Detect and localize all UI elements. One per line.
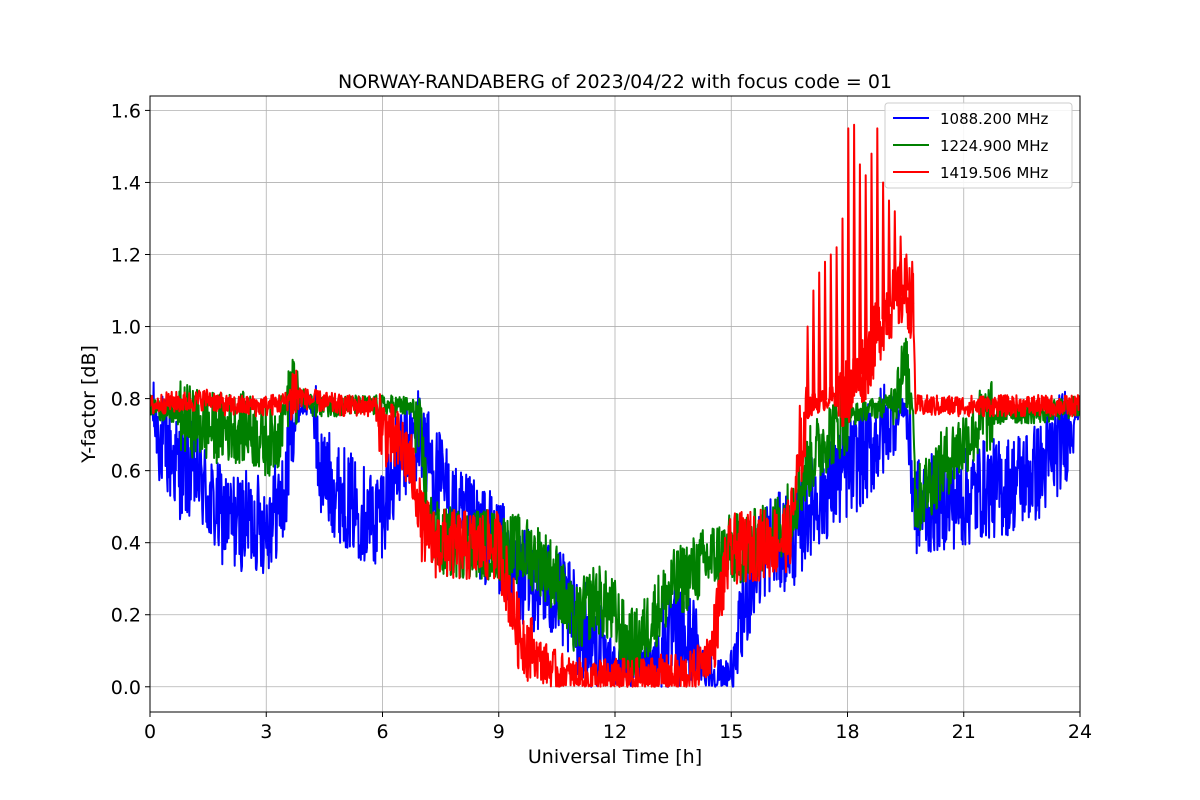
y-tick-label: 0.6: [111, 461, 141, 483]
x-tick-label: 6: [376, 721, 388, 743]
legend-box: [884, 102, 1073, 189]
ticks: [145, 109, 1081, 717]
legend-label-1419: 1419.506 MHz: [940, 164, 1049, 182]
series-layer: [150, 123, 1080, 688]
y-tick-label: 0.0: [111, 677, 141, 699]
x-tick-label: 3: [260, 721, 272, 743]
plot-area: [150, 123, 1080, 688]
y-tick-label: 1.2: [111, 245, 141, 267]
x-tick-label: 24: [1068, 721, 1092, 743]
x-tick-label: 12: [603, 721, 627, 743]
chart-title: NORWAY-RANDABERG of 2023/04/22 with focu…: [338, 71, 892, 93]
series-line-1419: [150, 123, 1080, 688]
y-tick-label: 1.4: [111, 172, 141, 194]
y-tick-label: 1.0: [111, 317, 141, 339]
y-axis-label: Y-factor [dB]: [78, 345, 100, 464]
y-tick-label: 1.6: [111, 100, 141, 122]
x-tick-label: 0: [144, 721, 156, 743]
x-tick-label: 15: [719, 721, 743, 743]
y-tick-label: 0.4: [111, 533, 141, 555]
y-tick-label: 0.2: [111, 605, 141, 627]
x-axis-label: Universal Time [h]: [528, 746, 702, 768]
y-tick-label: 0.8: [111, 389, 141, 411]
legend-label-1088: 1088.200 MHz: [940, 110, 1049, 128]
x-tick-label: 21: [952, 721, 976, 743]
tick-labels: 0 3 6 9 12 15 18 21 24 0.0 0.2 0.4 0.6 0.8 1.0 1.2 1.4 1.…: [111, 100, 1092, 743]
legend-label-1224: 1224.900 MHz: [940, 137, 1049, 155]
legend: 1088.200 MHz 1224.900 MHz 1419.506 MHz: [884, 102, 1073, 189]
x-tick-label: 9: [493, 721, 505, 743]
x-tick-label: 18: [835, 721, 859, 743]
